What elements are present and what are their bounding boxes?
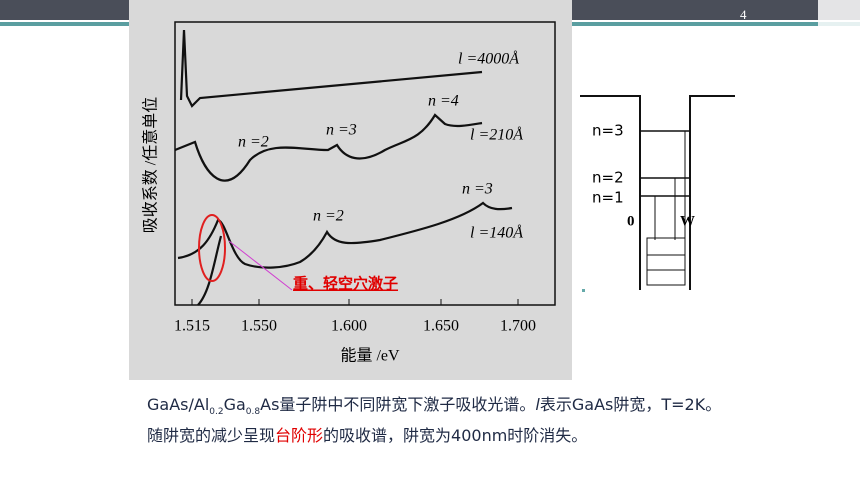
caption-symbol: l [535,395,540,414]
curve-210 [174,113,483,182]
x-tick-label: 1.700 [500,318,536,335]
level-label: n=1 [592,189,624,207]
caption-text: 的吸收谱，阱宽为400nm时阶消失。 [323,426,588,446]
axis-label: 0 [627,213,635,229]
bullet [582,289,585,292]
caption: GaAs/Al0.2Ga0.8As量子阱中不同阱宽下激子吸收光谱。l表示GaAs… [147,393,727,448]
plot-frame [174,21,556,306]
curve-label: n =3 [462,181,493,198]
curve-label: n =2 [313,208,344,225]
highlight [198,214,226,282]
x-axis-label: 能量 /eV [340,347,400,365]
caption-text: GaAs/Al [147,395,210,414]
level-label: n=3 [592,122,624,140]
caption-text: 表示GaAs阱宽，T=2K。随阱宽的减少呈现 [147,395,722,446]
caption-highlight: 台阶形 [275,426,324,446]
curve-lh [197,235,223,306]
x-tick-label: 1.600 [331,318,367,335]
subscript: 0.2 [209,407,224,418]
curve-label: l =4000Å [458,50,519,68]
y-axis-label: 吸收系数 /任意单位 [141,97,160,233]
curve-label: n =3 [326,122,357,139]
curve-label: n =2 [238,134,269,151]
curve-label: n =4 [428,93,459,110]
x-tick-label: 1.515 [174,318,210,335]
x-tick-label: 1.550 [241,318,277,335]
pointer [228,240,293,291]
level-label: n=2 [592,169,624,187]
figure-bg [129,0,572,380]
axis-label: W [680,213,695,229]
x-ticks: 1.515 1.550 1.600 1.650 1.700 [174,318,536,335]
caption-text: Ga [223,395,246,414]
curve-labels: l =4000Å n =4 n =2 n =3 l =210Å n =3 n =… [238,50,523,242]
curve-label: l =210Å [470,126,523,144]
curve-label: l =140Å [470,224,523,242]
slide-number: 4 [740,7,747,22]
x-tick-label: 1.650 [423,318,459,335]
caption-text: As量子阱中不同阱宽下激子吸收光谱。 [260,395,536,414]
well-diagram: n=3 n=2 n=1 0 W [580,90,735,290]
annotation: 重、轻空穴激子 [293,275,398,293]
subscript: 0.8 [245,407,261,418]
x-tick-marks [191,299,519,305]
corner [818,0,860,50]
curve-4000 [179,29,483,108]
